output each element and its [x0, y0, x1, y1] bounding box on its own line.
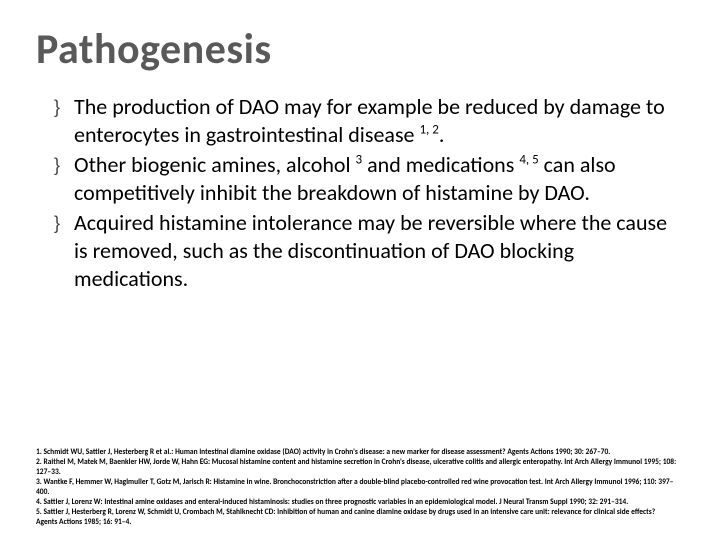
list-item: } Acquired histamine intolerance may be …	[54, 209, 684, 293]
bullet-text: The production of DAO may for example be…	[74, 93, 684, 149]
bullet-icon: }	[54, 151, 74, 179]
reference-line: 2. Raithel M, Matek M, Baenkler HW, Jord…	[36, 458, 678, 478]
reference-line: 4. Sattler J, Lorenz W: Intestinal amine…	[36, 498, 678, 508]
slide-container: Pathogenesis } The production of DAO may…	[0, 0, 720, 540]
list-item: } The production of DAO may for example …	[54, 93, 684, 149]
bullet-text: Acquired histamine intolerance may be re…	[74, 209, 684, 293]
bullet-text: Other biogenic amines, alcohol 3 and med…	[74, 151, 684, 207]
bullet-icon: }	[54, 209, 74, 237]
references-block: 1. Schmidt WU, Sattler J, Hesterberg R e…	[36, 448, 684, 528]
bullet-icon: }	[54, 93, 74, 121]
bullet-list: } The production of DAO may for example …	[36, 93, 684, 430]
list-item: } Other biogenic amines, alcohol 3 and m…	[54, 151, 684, 207]
reference-line: 1. Schmidt WU, Sattler J, Hesterberg R e…	[36, 448, 678, 458]
reference-line: 3. Wantke F, Hemmer W, Haglmuller T, Got…	[36, 478, 678, 498]
page-title: Pathogenesis	[36, 24, 684, 75]
reference-line: 5. Sattler J, Hesterberg R, Lorenz W, Sc…	[36, 508, 678, 528]
